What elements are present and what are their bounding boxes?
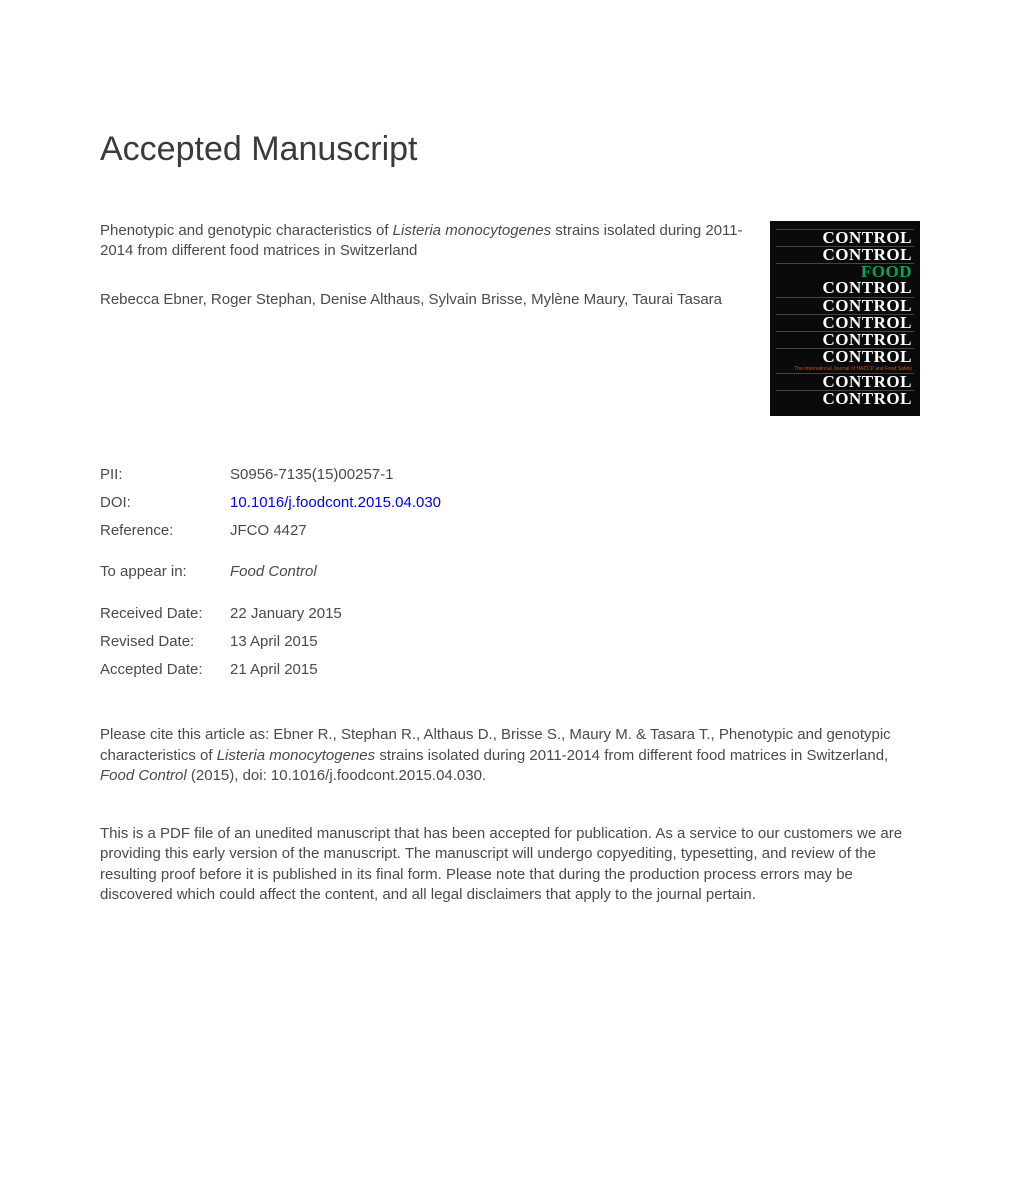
cover-control-line: CONTROL <box>776 373 914 390</box>
title-block: Phenotypic and genotypic characteristics… <box>100 221 770 310</box>
meta-value: 21 April 2015 <box>230 656 920 684</box>
meta-value: 13 April 2015 <box>230 628 920 656</box>
cover-control-line: CONTROL <box>776 297 914 314</box>
title-text-pre: Phenotypic and genotypic characteristics… <box>100 222 393 239</box>
article-title: Phenotypic and genotypic characteristics… <box>100 221 750 262</box>
meta-label: Reference: <box>100 517 230 545</box>
cover-control-line: CONTROL <box>776 390 914 407</box>
authors-list: Rebecca Ebner, Roger Stephan, Denise Alt… <box>100 290 750 310</box>
page-header: Accepted Manuscript <box>100 130 920 169</box>
citation-italic-species: Listeria monocytogenes <box>217 747 375 764</box>
journal-cover: CONTROL CONTROL FOOD CONTROL CONTROL CON… <box>770 221 920 416</box>
cover-control-line: CONTROL <box>776 229 914 246</box>
metadata-table: PII: S0956-7135(15)00257-1 DOI: 10.1016/… <box>100 461 920 683</box>
meta-value: JFCO 4427 <box>230 517 920 545</box>
top-section: Phenotypic and genotypic characteristics… <box>100 221 920 416</box>
cover-food-control-line: FOOD CONTROL <box>776 263 914 296</box>
meta-row-received: Received Date: 22 January 2015 <box>100 600 920 628</box>
meta-row-reference: Reference: JFCO 4427 <box>100 517 920 545</box>
title-text-italic: Listeria monocytogenes <box>393 222 551 239</box>
cover-bottom <box>776 407 914 411</box>
meta-row-appear: To appear in: Food Control <box>100 558 920 586</box>
meta-label: Accepted Date: <box>100 656 230 684</box>
citation-mid: strains isolated during 2011-2014 from d… <box>375 747 888 764</box>
citation-post: (2015), doi: 10.1016/j.foodcont.2015.04.… <box>187 767 486 784</box>
meta-value: 22 January 2015 <box>230 600 920 628</box>
doi-link[interactable]: 10.1016/j.foodcont.2015.04.030 <box>230 489 920 517</box>
meta-label: To appear in: <box>100 558 230 586</box>
citation-italic-journal: Food Control <box>100 767 187 784</box>
meta-label: Revised Date: <box>100 628 230 656</box>
meta-label: DOI: <box>100 489 230 517</box>
cover-control-line: CONTROL <box>776 246 914 263</box>
meta-row-revised: Revised Date: 13 April 2015 <box>100 628 920 656</box>
cover-control-word: CONTROL <box>823 278 912 297</box>
meta-row-doi: DOI: 10.1016/j.foodcont.2015.04.030 <box>100 489 920 517</box>
citation-text: Please cite this article as: Ebner R., S… <box>100 725 920 786</box>
meta-value: S0956-7135(15)00257-1 <box>230 461 920 489</box>
cover-control-line: CONTROL <box>776 331 914 348</box>
meta-value-journal: Food Control <box>230 558 920 586</box>
cover-control-line: CONTROL <box>776 314 914 331</box>
meta-label: Received Date: <box>100 600 230 628</box>
meta-row-accepted: Accepted Date: 21 April 2015 <box>100 656 920 684</box>
disclaimer-text: This is a PDF file of an unedited manusc… <box>100 824 920 905</box>
cover-control-line: CONTROL <box>776 348 914 365</box>
meta-label: PII: <box>100 461 230 489</box>
meta-row-pii: PII: S0956-7135(15)00257-1 <box>100 461 920 489</box>
